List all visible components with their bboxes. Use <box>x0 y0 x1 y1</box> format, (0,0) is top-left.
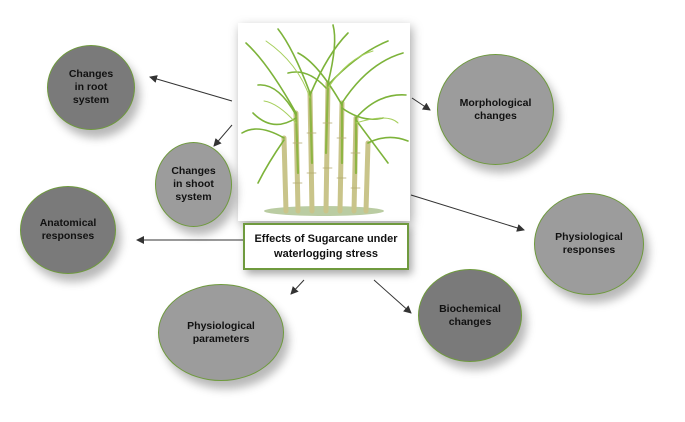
node-physiological-responses-label: Physiological responses <box>555 231 623 256</box>
central-title: Effects of Sugarcane under waterlogging … <box>254 232 398 260</box>
node-biochemical-changes: Biochemical changes <box>418 269 522 362</box>
arrow-to-root <box>149 75 233 102</box>
node-anatomical-responses-label: Anatomical responses <box>39 217 97 242</box>
node-morphological-changes: Morphological changes <box>437 54 554 165</box>
arrow-to-physiological-parameters <box>290 279 305 295</box>
sugarcane-illustration <box>241 24 409 216</box>
arrow-to-shoot <box>213 124 233 147</box>
arrow-to-morphological <box>411 97 431 111</box>
node-morphological-changes-label: Morphological changes <box>459 96 532 122</box>
arrow-to-physiological-responses <box>410 194 525 232</box>
central-title-box: Effects of Sugarcane under waterlogging … <box>243 223 409 270</box>
node-biochemical-changes-label: Biochemical changes <box>439 302 501 328</box>
arrow-to-biochemical <box>373 279 412 314</box>
node-physiological-parameters: Physiological parameters <box>158 284 284 381</box>
node-shoot-system: Changes in shoot system <box>155 142 232 227</box>
node-root-system-label: Changes in root system <box>68 68 114 106</box>
node-physiological-responses: Physiological responses <box>534 193 644 295</box>
node-root-system: Changes in root system <box>47 45 135 130</box>
node-shoot-system-label: Changes in shoot system <box>171 165 216 203</box>
node-physiological-parameters-label: Physiological parameters <box>187 319 255 345</box>
arrows <box>136 75 525 314</box>
node-anatomical-responses: Anatomical responses <box>20 186 116 274</box>
sugarcane-plant-icon <box>238 23 410 221</box>
